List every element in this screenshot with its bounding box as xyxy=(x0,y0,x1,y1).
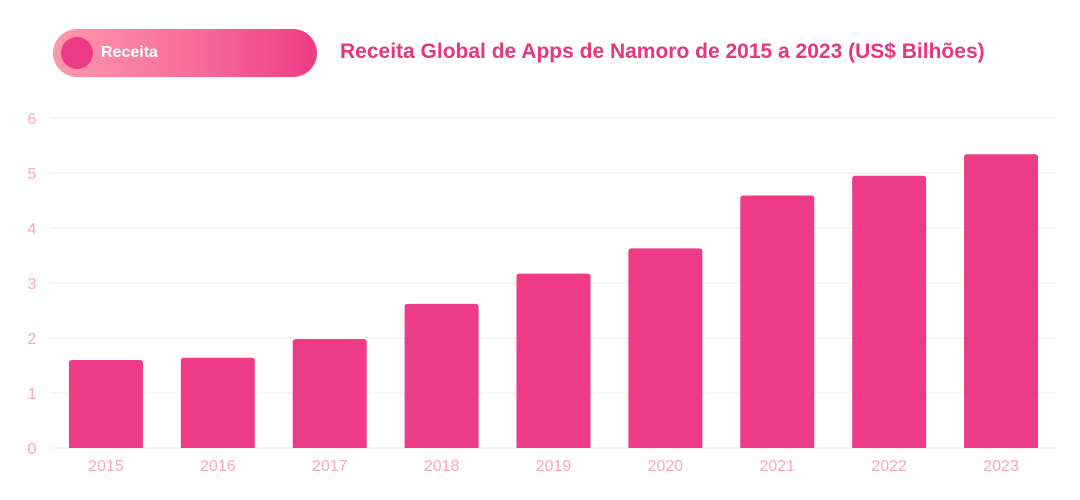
bar-2020 xyxy=(628,248,703,448)
bar-2022 xyxy=(852,175,927,448)
x-tick-label: 2021 xyxy=(759,458,795,475)
chart-title: Receita Global de Apps de Namoro de 2015… xyxy=(340,40,985,63)
x-tick-label: 2020 xyxy=(648,458,684,475)
y-tick-label: 0 xyxy=(28,441,37,458)
y-tick-label: 6 xyxy=(28,111,37,128)
y-axis-ticks: 0 1 2 3 4 5 6 xyxy=(28,111,37,458)
legend-label: Receita xyxy=(101,44,158,61)
x-tick-label: 2023 xyxy=(983,458,1019,475)
y-tick-label: 1 xyxy=(28,386,37,403)
bar-2023 xyxy=(964,154,1039,449)
bar-2015 xyxy=(68,360,143,448)
y-tick-label: 3 xyxy=(28,276,37,293)
x-tick-label: 2017 xyxy=(312,458,348,475)
y-tick-label: 4 xyxy=(28,221,37,238)
bar-2016 xyxy=(180,357,255,448)
x-tick-label: 2022 xyxy=(871,458,907,475)
x-tick-label: 2018 xyxy=(424,458,460,475)
x-tick-label: 2016 xyxy=(200,458,236,475)
x-tick-label: 2015 xyxy=(88,458,124,475)
bar-2017 xyxy=(292,339,367,448)
y-tick-label: 5 xyxy=(28,166,37,183)
bar-2021 xyxy=(740,195,815,448)
y-tick-label: 2 xyxy=(28,331,37,348)
bars xyxy=(68,154,1039,449)
bar-2018 xyxy=(404,303,479,448)
x-axis-ticks: 2015 2016 2017 2018 2019 2020 2021 2022 2023 xyxy=(88,458,1019,475)
bar-2019 xyxy=(516,273,591,448)
legend: Receita xyxy=(53,29,317,77)
x-tick-label: 2019 xyxy=(536,458,572,475)
legend-swatch xyxy=(61,37,93,69)
